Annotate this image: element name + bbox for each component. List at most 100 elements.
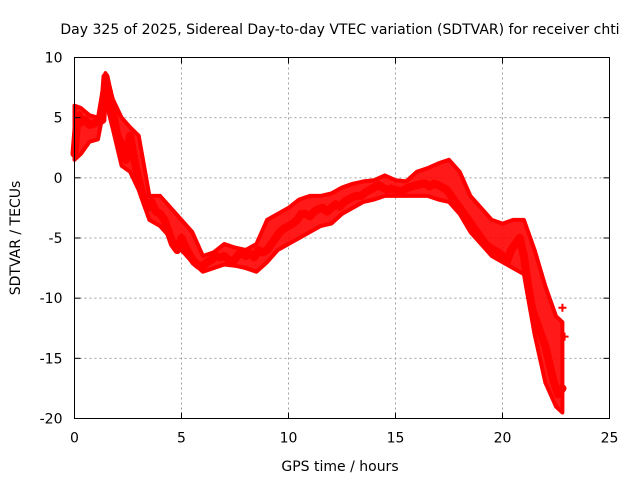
data-point: [228, 258, 237, 267]
data-point: [344, 195, 353, 204]
data-point: [138, 191, 147, 200]
isolated-data-point: [560, 332, 569, 341]
data-point: [357, 191, 366, 200]
data-point: [481, 240, 490, 249]
data-point: [515, 234, 524, 242]
data-point: [241, 252, 250, 261]
data-point: [305, 212, 314, 221]
data-point: [455, 203, 464, 212]
data-point: [109, 107, 118, 116]
data-point: [395, 187, 404, 196]
data-point: [425, 182, 434, 191]
data-point: [267, 240, 276, 249]
data-point: [489, 246, 498, 255]
data-point: [101, 72, 110, 81]
data-point: [404, 183, 413, 192]
x-axis-label: GPS time / hours: [281, 459, 398, 475]
data-point: [438, 183, 447, 192]
x-tick-label: 10: [280, 431, 298, 447]
data-point: [263, 246, 272, 255]
data-point: [89, 119, 98, 128]
data-point: [524, 282, 533, 291]
y-tick-label: 5: [54, 111, 63, 127]
data-point: [387, 184, 396, 193]
data-point: [459, 209, 468, 218]
x-tick-label: 5: [177, 431, 186, 447]
data-point: [245, 249, 254, 258]
data-point: [519, 252, 528, 261]
data-point: [121, 155, 130, 164]
data-point: [76, 118, 85, 127]
data-point: [374, 181, 383, 190]
data-point: [81, 116, 90, 125]
y-tick-label: -5: [49, 231, 63, 247]
data-point: [464, 215, 473, 224]
data-point: [113, 131, 122, 140]
data-point: [554, 390, 563, 399]
data-point: [310, 207, 319, 216]
data-point: [485, 243, 494, 252]
data-point: [532, 318, 541, 327]
data-point: [156, 209, 165, 218]
data-point: [254, 246, 263, 255]
data-point: [220, 252, 229, 261]
y-tick-label: -15: [40, 351, 63, 367]
data-point: [528, 306, 537, 315]
data-point: [117, 140, 126, 149]
data-point: [164, 227, 173, 236]
data-point: [104, 87, 113, 96]
data-point: [275, 227, 284, 236]
data-point: [421, 179, 430, 188]
data-point: [348, 193, 357, 202]
data-point: [434, 181, 443, 190]
data-point: [378, 183, 387, 192]
x-tick-label: 20: [494, 431, 512, 447]
data-point: [130, 155, 139, 164]
data-point: [472, 227, 481, 236]
data-point: [545, 360, 554, 369]
data-point: [323, 207, 332, 216]
y-tick-labels: -20 -15 -10 -5 0 5 10: [40, 51, 63, 428]
data-point: [293, 215, 302, 224]
data-point: [370, 183, 379, 192]
data-point: [151, 207, 160, 216]
data-point: [224, 255, 233, 264]
data-point: [331, 200, 340, 209]
data-point: [408, 182, 417, 191]
x-tick-label: 15: [387, 431, 405, 447]
data-point: [271, 234, 280, 242]
data-point: [511, 240, 520, 249]
y-axis-label: SDTVAR / TECUs: [8, 181, 24, 296]
data-point: [98, 116, 107, 125]
data-point: [72, 123, 81, 132]
axis-ticks: [74, 57, 610, 419]
data-point: [318, 203, 327, 212]
data-point: [250, 253, 259, 262]
data-point: [361, 188, 370, 197]
data-point: [442, 185, 451, 194]
data-point: [216, 253, 225, 262]
data-point: [541, 342, 550, 351]
isolated-data-point: [558, 303, 567, 312]
data-point: [186, 252, 195, 261]
data-point: [468, 221, 477, 230]
data-points: [70, 71, 569, 415]
data-point: [147, 197, 156, 206]
data-point: [507, 246, 516, 255]
data-point: [207, 255, 216, 264]
data-point: [203, 258, 212, 267]
data-point: [134, 176, 143, 185]
data-point: [494, 248, 503, 257]
data-point: [177, 234, 186, 242]
data-point: [198, 261, 207, 270]
data-point: [94, 117, 103, 126]
data-point: [190, 258, 199, 267]
data-point: [126, 131, 135, 140]
data-point: [477, 234, 486, 242]
sdtvar-envelope-band: [72, 71, 565, 415]
data-point: [288, 219, 297, 228]
data-point: [335, 202, 344, 211]
chart-title: Day 325 of 2025, Sidereal Day-to-day VTE…: [60, 22, 619, 38]
data-point: [430, 179, 439, 188]
